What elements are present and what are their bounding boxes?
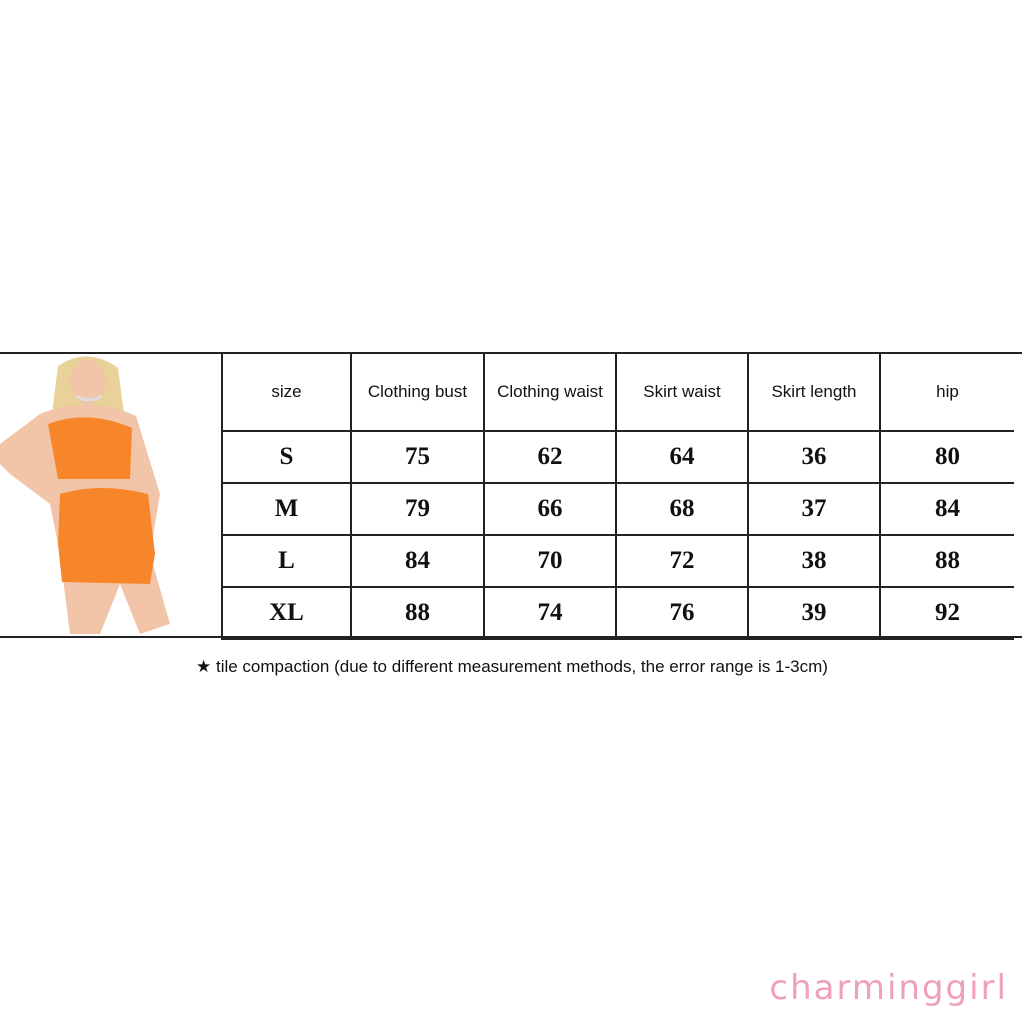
cell: S bbox=[221, 430, 352, 484]
cell: 62 bbox=[483, 430, 617, 484]
cell: 79 bbox=[350, 482, 485, 536]
cell: 88 bbox=[879, 534, 1014, 588]
cell: 80 bbox=[879, 430, 1014, 484]
table-row: S 75 62 64 36 80 bbox=[221, 430, 1014, 484]
size-chart: size Clothing bust Clothing waist Skirt … bbox=[0, 352, 1022, 640]
table-row: L 84 70 72 38 88 bbox=[221, 534, 1014, 588]
cell: 68 bbox=[615, 482, 749, 536]
cell: 84 bbox=[879, 482, 1014, 536]
header-hip: hip bbox=[879, 352, 1014, 432]
header-clothing-bust: Clothing bust bbox=[350, 352, 485, 432]
cell: 88 bbox=[350, 586, 485, 640]
cell: 70 bbox=[483, 534, 617, 588]
cell: 36 bbox=[747, 430, 881, 484]
cell: 38 bbox=[747, 534, 881, 588]
table-row: XL 88 74 76 39 92 bbox=[221, 586, 1014, 640]
header-skirt-length: Skirt length bbox=[747, 352, 881, 432]
measurement-note: ★ tile compaction (due to different meas… bbox=[196, 657, 828, 676]
cell: L bbox=[221, 534, 352, 588]
cell: 37 bbox=[747, 482, 881, 536]
brand-watermark: charminggirl bbox=[769, 968, 1008, 1008]
header-size: size bbox=[221, 352, 352, 432]
cell: XL bbox=[221, 586, 352, 640]
size-table: size Clothing bust Clothing waist Skirt … bbox=[221, 352, 1014, 640]
product-photo bbox=[0, 356, 170, 634]
cell: 75 bbox=[350, 430, 485, 484]
table-row: M 79 66 68 37 84 bbox=[221, 482, 1014, 536]
cell: 84 bbox=[350, 534, 485, 588]
cell: M bbox=[221, 482, 352, 536]
cell: 76 bbox=[615, 586, 749, 640]
header-row: size Clothing bust Clothing waist Skirt … bbox=[221, 352, 1014, 432]
cell: 92 bbox=[879, 586, 1014, 640]
cell: 39 bbox=[747, 586, 881, 640]
cell: 66 bbox=[483, 482, 617, 536]
header-clothing-waist: Clothing waist bbox=[483, 352, 617, 432]
header-skirt-waist: Skirt waist bbox=[615, 352, 749, 432]
cell: 72 bbox=[615, 534, 749, 588]
cell: 74 bbox=[483, 586, 617, 640]
cell: 64 bbox=[615, 430, 749, 484]
